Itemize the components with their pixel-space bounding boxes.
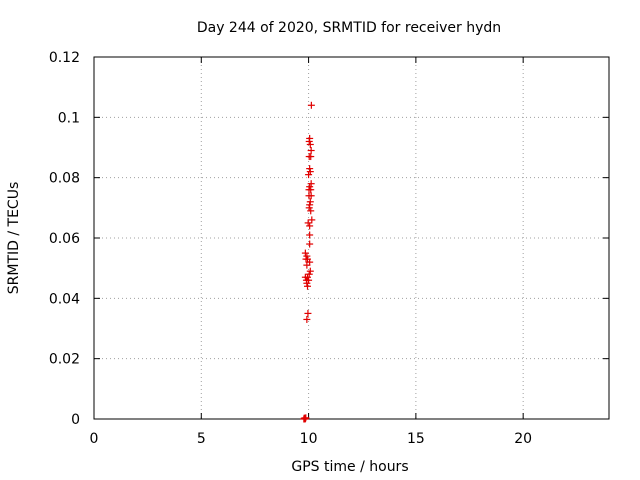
- x-tick-label: 5: [197, 431, 206, 447]
- y-tick-label: 0.06: [49, 231, 80, 247]
- data-point: [304, 282, 312, 290]
- x-tick-label: 10: [300, 431, 318, 447]
- y-tick-label: 0.02: [49, 352, 80, 368]
- data-point: [305, 186, 313, 194]
- data-point: [301, 273, 309, 281]
- data-point: [306, 267, 314, 275]
- data-point: [301, 415, 309, 423]
- data-point: [303, 252, 311, 260]
- data-point: [305, 270, 313, 278]
- y-tick-label: 0.1: [58, 110, 80, 126]
- x-axis-label: GPS time / hours: [291, 459, 408, 475]
- data-point: [306, 165, 314, 173]
- data-point: [305, 137, 313, 145]
- data-point: [305, 192, 313, 200]
- data-point: [306, 222, 314, 230]
- data-point: [307, 180, 315, 188]
- y-tick-label: 0.08: [49, 171, 80, 187]
- x-tick-label: 15: [407, 431, 425, 447]
- plot-frame: [93, 56, 610, 420]
- data-point: [305, 153, 313, 161]
- data-point: [305, 171, 313, 179]
- data-point: [306, 168, 314, 176]
- grid-layer: [94, 57, 609, 419]
- data-point: [306, 140, 314, 148]
- data-point: [305, 204, 313, 212]
- y-tick-label: 0.04: [49, 291, 80, 307]
- data-point: [302, 414, 310, 422]
- data-point: [301, 249, 309, 257]
- data-point: [306, 240, 314, 248]
- data-point: [307, 101, 315, 109]
- data-point: [306, 183, 314, 191]
- data-point: [303, 261, 311, 269]
- data-point: [306, 231, 314, 239]
- data-point: [307, 147, 315, 155]
- tick-layer: 0 5 10 15 20 0 0.02 0.04 0.06 0.08 0.1 0.12: [49, 50, 609, 447]
- data-point: [303, 315, 311, 323]
- y-tick-label: 0.12: [49, 50, 80, 66]
- y-tick-label: 0: [71, 412, 80, 428]
- data-point: [306, 198, 314, 206]
- data-point: [303, 279, 311, 287]
- data-point: [307, 207, 315, 215]
- data-point: [304, 309, 312, 317]
- data-point: [308, 216, 316, 224]
- y-axis-label: SRMTID / TECUs: [6, 182, 22, 295]
- x-tick-label: 20: [514, 431, 532, 447]
- x-tick-label: 0: [90, 431, 99, 447]
- data-series-srmtid: [300, 101, 316, 423]
- chart-title: Day 244 of 2020, SRMTID for receiver hyd…: [197, 20, 501, 36]
- data-point: [304, 219, 312, 227]
